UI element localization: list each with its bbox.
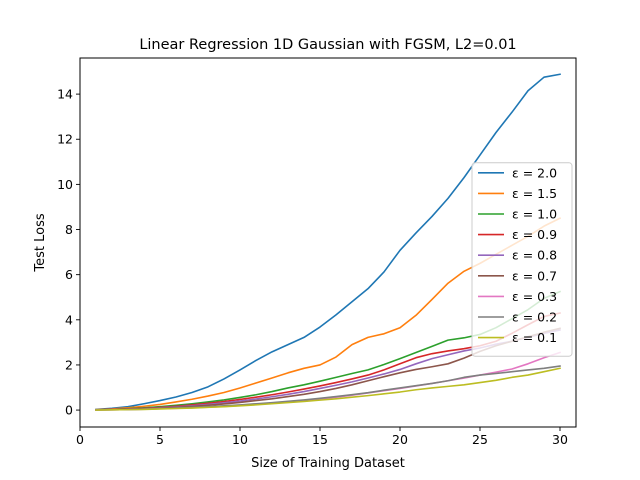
legend-box	[471, 162, 573, 357]
legend-label-8: ε = 0.1	[512, 330, 557, 345]
x-tick-label-4: 20	[392, 432, 408, 447]
legend-label-0: ε = 2.0	[512, 165, 557, 180]
legend-label-7: ε = 0.2	[512, 310, 557, 325]
x-axis-label: Size of Training Dataset	[251, 456, 405, 471]
legend-label-2: ε = 1.0	[512, 207, 557, 222]
legend-label-4: ε = 0.8	[512, 248, 557, 263]
y-tick-label-3: 6	[65, 267, 73, 282]
chart-title: Linear Regression 1D Gaussian with FGSM,…	[139, 37, 516, 53]
y-tick-label-4: 8	[65, 222, 73, 237]
legend-label-3: ε = 0.9	[512, 227, 557, 242]
y-tick-label-7: 14	[57, 87, 73, 102]
series-line-8	[95, 367, 561, 411]
series-line-0	[95, 73, 561, 411]
y-tick-label-1: 2	[65, 357, 73, 372]
plot-lines	[95, 73, 562, 411]
x-tick-label-5: 25	[472, 432, 488, 447]
y-tick-label-2: 4	[65, 312, 73, 327]
legend: ε = 2.0 ε = 1.5 ε = 1.0 ε = 0.9 ε = 0.8 ε = 0…	[471, 162, 573, 357]
y-axis-label: Test Loss	[33, 213, 48, 272]
y-axis-ticks: 0 2 4 6 8 10 12 14	[57, 87, 80, 418]
x-tick-label-0: 0	[76, 432, 84, 447]
axes-frame	[79, 57, 577, 428]
y-tick-label-6: 12	[57, 132, 73, 147]
legend-label-5: ε = 0.7	[512, 268, 557, 283]
x-tick-label-1: 5	[156, 432, 164, 447]
x-tick-label-6: 30	[552, 432, 568, 447]
y-tick-label-5: 10	[57, 177, 73, 192]
x-tick-label-2: 10	[232, 432, 248, 447]
legend-label-1: ε = 1.5	[512, 186, 557, 201]
x-tick-label-3: 15	[312, 432, 328, 447]
x-axis-ticks: 0 5 10 15 20 25 30	[76, 427, 568, 447]
y-tick-label-0: 0	[65, 403, 73, 418]
legend-label-6: ε = 0.3	[512, 289, 557, 304]
